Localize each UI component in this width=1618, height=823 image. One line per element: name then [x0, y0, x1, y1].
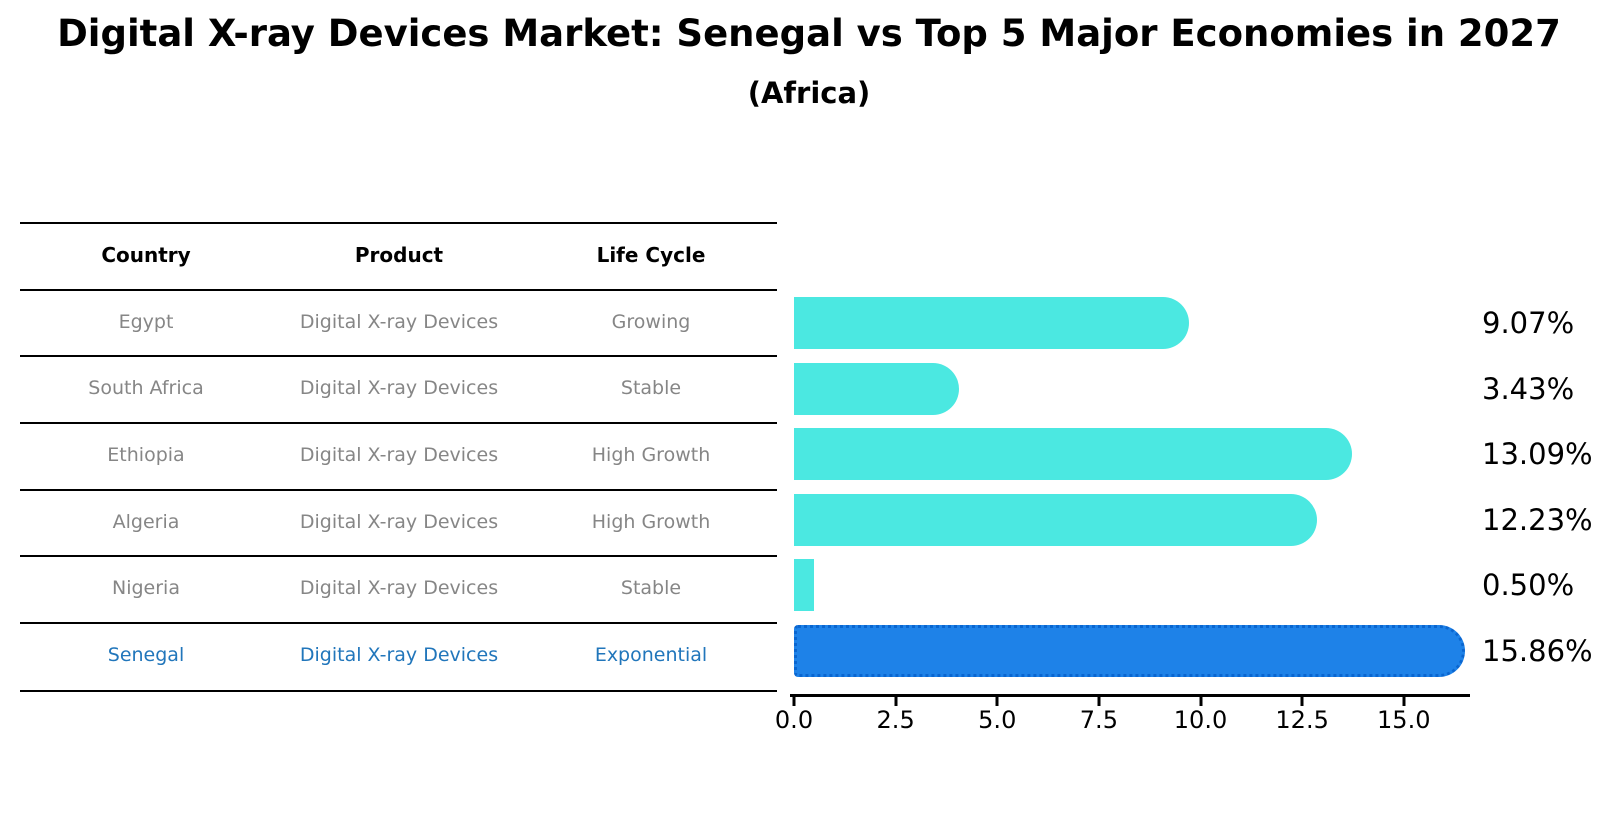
bar-nigeria — [794, 559, 815, 611]
bar-value-label-algeria: 12.23% — [1482, 503, 1593, 537]
table-cell-life-cycle-nigeria: Stable — [620, 577, 682, 599]
x-tick-label-2.5: 2.5 — [876, 706, 915, 734]
table-divider-line — [20, 690, 777, 692]
bar-value-label-senegal: 15.86% — [1482, 634, 1593, 668]
table-cell-product-nigeria: Digital X-ray Devices — [299, 577, 499, 599]
column-header-country: Country — [101, 243, 191, 267]
bar-algeria — [794, 494, 1318, 546]
bar-egypt — [794, 297, 1189, 349]
bar-senegal-highlighted — [794, 625, 1465, 677]
table-divider-line — [20, 555, 777, 557]
table-cell-country-egypt: Egypt — [118, 311, 174, 333]
x-tick-mark — [1402, 697, 1406, 706]
x-tick-label-10.0: 10.0 — [1173, 706, 1228, 734]
table-cell-product-algeria: Digital X-ray Devices — [299, 511, 499, 533]
x-tick-label-15.0: 15.0 — [1377, 706, 1431, 734]
x-tick-label-5.0: 5.0 — [978, 706, 1017, 734]
table-cell-product-south-africa: Digital X-ray Devices — [299, 377, 499, 399]
x-tick-mark — [1199, 697, 1202, 706]
x-tick-mark — [1300, 697, 1304, 706]
bar-ethiopia — [794, 428, 1353, 480]
table-cell-life-cycle-south-africa: Stable — [620, 377, 682, 399]
page-subtitle: (Africa) — [747, 76, 871, 110]
table-divider-line — [20, 355, 777, 357]
table-cell-country-south-africa: South Africa — [88, 377, 204, 399]
table-cell-product-senegal: Digital X-ray Devices — [299, 644, 499, 666]
column-header-product: Product — [354, 243, 444, 267]
table-cell-country-algeria: Algeria — [112, 511, 180, 533]
x-tick-mark — [1097, 697, 1101, 706]
table-divider-line — [20, 422, 777, 424]
x-tick-mark — [995, 697, 999, 706]
table-cell-country-nigeria: Nigeria — [112, 577, 180, 599]
bar-value-label-south-africa: 3.43% — [1482, 372, 1575, 406]
bar-value-label-nigeria: 0.50% — [1482, 568, 1575, 602]
table-divider-line — [20, 622, 777, 624]
table-divider-line — [20, 222, 777, 224]
table-cell-product-ethiopia: Digital X-ray Devices — [299, 444, 499, 466]
x-tick-mark — [792, 697, 796, 706]
x-tick-label-7.5: 7.5 — [1079, 706, 1118, 734]
bar-value-label-egypt: 9.07% — [1482, 306, 1575, 340]
page-title: Digital X-ray Devices Market: Senegal vs… — [57, 12, 1561, 55]
table-cell-life-cycle-egypt: Growing — [611, 311, 691, 333]
bar-value-label-ethiopia: 13.09% — [1482, 437, 1593, 471]
table-cell-life-cycle-senegal: Exponential — [594, 644, 708, 666]
table-divider-line — [20, 289, 777, 291]
table-divider-line — [20, 489, 777, 491]
column-header-life-cycle: Life Cycle — [596, 243, 706, 267]
x-tick-label-0.0: 0.0 — [774, 706, 814, 734]
bar-south-africa — [794, 363, 960, 415]
table-cell-product-egypt: Digital X-ray Devices — [299, 311, 499, 333]
x-tick-mark — [894, 697, 898, 706]
table-cell-country-ethiopia: Ethiopia — [107, 444, 185, 466]
table-cell-life-cycle-algeria: High Growth — [591, 511, 711, 533]
table-cell-life-cycle-ethiopia: High Growth — [591, 444, 711, 466]
table-cell-country-senegal: Senegal — [107, 644, 185, 666]
x-axis-line — [790, 694, 1470, 697]
x-tick-label-12.5: 12.5 — [1275, 706, 1329, 734]
